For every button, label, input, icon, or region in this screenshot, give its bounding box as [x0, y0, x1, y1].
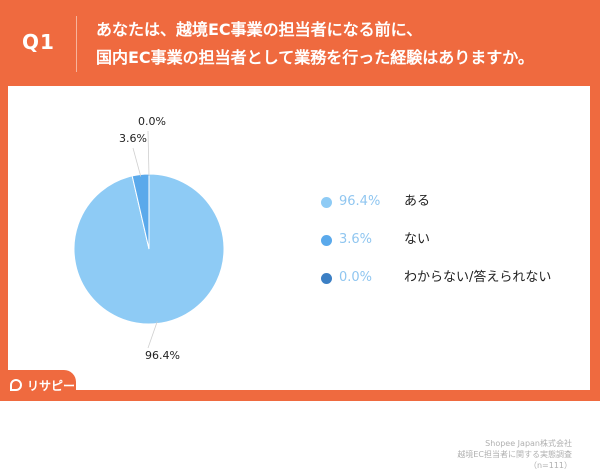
legend-value: 96.4% [339, 194, 381, 209]
question-line-2: 国内EC事業の担当者として業務を行った経験はありますか。 [96, 48, 534, 67]
pie-slices [73, 173, 225, 325]
leader-line [147, 130, 150, 177]
source-note: Shopee Japan株式会社 越境EC担当者に関する実態調査 （n=111） [457, 438, 572, 471]
legend-dot [321, 234, 332, 246]
question-text: あなたは、越境EC事業の担当者になる前に、 国内EC事業の担当者として業務を行っ… [96, 16, 534, 72]
speech-bubble-icon [10, 379, 22, 391]
label-leader-lines [132, 130, 158, 349]
pie-label-aru: 96.4% [145, 349, 180, 362]
header-divider [76, 16, 77, 72]
legend-dot [321, 196, 332, 208]
legend-item-aru: 96.4% ある [321, 192, 430, 212]
risapy-logo: リサピー [0, 370, 76, 401]
pie-chart [73, 130, 225, 349]
source-line-1: Shopee Japan株式会社 [485, 439, 572, 448]
legend-dot [321, 272, 332, 284]
legend-item-wakaranai: 0.0% わからない/答えられない [321, 268, 551, 288]
logo-text: リサピー [27, 379, 76, 393]
legend-label: ある [404, 194, 431, 209]
legend-label: わからない/答えられない [404, 270, 552, 285]
legend-item-nai: 3.6% ない [321, 230, 430, 250]
legend-value: 0.0% [339, 270, 373, 285]
leader-line [147, 321, 158, 349]
question-label: Q1 [22, 30, 55, 54]
question-header: Q1 あなたは、越境EC事業の担当者になる前に、 国内EC事業の担当者として業務… [0, 0, 600, 86]
source-line-2: 越境EC担当者に関する実態調査 [457, 450, 572, 459]
pie-label-wakaranai: 0.0% [138, 115, 166, 128]
legend-label: ない [404, 232, 431, 247]
pie-label-nai: 3.6% [119, 132, 147, 145]
source-line-3: （n=111） [528, 461, 572, 470]
legend-value: 3.6% [339, 232, 373, 247]
chart-panel: 96.4% 3.6% 0.0% 96.4% ある 3.6% ない 0.0% わか… [8, 86, 590, 470]
question-line-1: あなたは、越境EC事業の担当者になる前に、 [96, 20, 423, 39]
leader-line [132, 147, 142, 177]
